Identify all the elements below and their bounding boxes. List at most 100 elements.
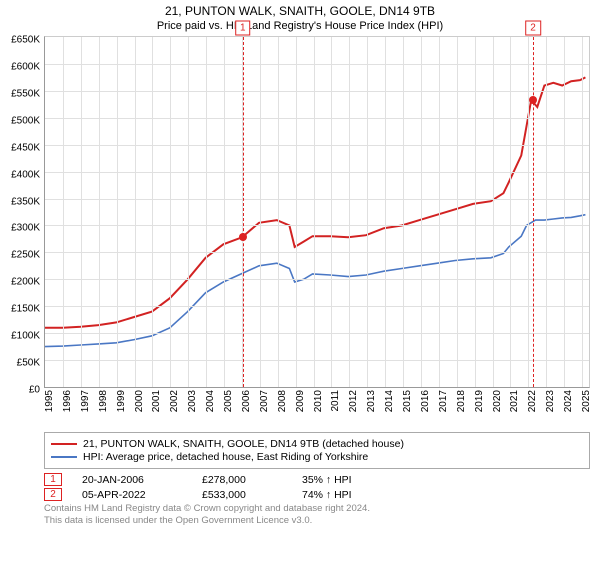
y-tick-label: £350K (11, 196, 40, 207)
x-tick-label: 2011 (330, 390, 341, 412)
gridline-vertical (546, 37, 547, 387)
x-tick-label: 1999 (116, 390, 127, 412)
gridline-vertical (564, 37, 565, 387)
gridline-vertical (421, 37, 422, 387)
marker-table-date: 20-JAN-2006 (82, 474, 182, 486)
x-tick-label: 2001 (151, 390, 162, 412)
x-tick-label: 2013 (366, 390, 377, 412)
x-tick-label: 1997 (80, 390, 91, 412)
gridline-vertical (260, 37, 261, 387)
gridline-vertical (206, 37, 207, 387)
marker-table-row: 205-APR-2022£533,00074% ↑ HPI (44, 488, 590, 501)
gridline-vertical (367, 37, 368, 387)
y-tick-label: £550K (11, 88, 40, 99)
y-tick-label: £600K (11, 61, 40, 72)
y-tick-label: £250K (11, 250, 40, 261)
x-tick-label: 2022 (527, 390, 538, 412)
gridline-horizontal (45, 279, 589, 280)
gridline-vertical (117, 37, 118, 387)
x-tick-label: 2005 (223, 390, 234, 412)
y-tick-label: £0 (29, 385, 40, 396)
marker-table-price: £533,000 (202, 489, 282, 501)
x-tick-label: 2012 (348, 390, 359, 412)
legend-label: HPI: Average price, detached house, East… (83, 451, 368, 463)
gridline-vertical (278, 37, 279, 387)
y-tick-label: £150K (11, 304, 40, 315)
x-tick-label: 2003 (187, 390, 198, 412)
y-tick-label: £500K (11, 115, 40, 126)
chart-lines-svg (45, 37, 589, 387)
gridline-vertical (331, 37, 332, 387)
gridline-horizontal (45, 118, 589, 119)
chart-container: 21, PUNTON WALK, SNAITH, GOOLE, DN14 9TB… (0, 4, 600, 564)
marker-table-pct: 35% ↑ HPI (302, 474, 392, 486)
x-tick-label: 2017 (438, 390, 449, 412)
marker-table-row: 120-JAN-2006£278,00035% ↑ HPI (44, 473, 590, 486)
legend-item: 21, PUNTON WALK, SNAITH, GOOLE, DN14 9TB… (51, 438, 583, 450)
y-tick-label: £450K (11, 142, 40, 153)
x-tick-label: 2014 (384, 390, 395, 412)
marker-table-pct: 74% ↑ HPI (302, 489, 392, 501)
gridline-horizontal (45, 252, 589, 253)
x-tick-label: 2009 (295, 390, 306, 412)
x-tick-label: 2016 (420, 390, 431, 412)
legend-label: 21, PUNTON WALK, SNAITH, GOOLE, DN14 9TB… (83, 438, 404, 450)
gridline-vertical (385, 37, 386, 387)
gridline-horizontal (45, 360, 589, 361)
x-tick-label: 1998 (98, 390, 109, 412)
y-tick-label: £300K (11, 223, 40, 234)
x-tick-label: 2023 (545, 390, 556, 412)
gridline-vertical (475, 37, 476, 387)
gridline-vertical (349, 37, 350, 387)
gridline-horizontal (45, 225, 589, 226)
gridline-vertical (135, 37, 136, 387)
legend-item: HPI: Average price, detached house, East… (51, 451, 583, 463)
x-tick-label: 2008 (277, 390, 288, 412)
x-tick-label: 2004 (205, 390, 216, 412)
x-tick-label: 2021 (509, 390, 520, 412)
marker-line (243, 37, 244, 387)
y-axis-ticks: £0£50K£100K£150K£200K£250K£300K£350K£400… (0, 40, 44, 390)
marker-table-badge: 1 (44, 473, 62, 486)
chart-legend: 21, PUNTON WALK, SNAITH, GOOLE, DN14 9TB… (44, 432, 590, 469)
gridline-vertical (224, 37, 225, 387)
marker-table: 120-JAN-2006£278,00035% ↑ HPI205-APR-202… (44, 473, 590, 501)
gridline-horizontal (45, 91, 589, 92)
y-tick-label: £200K (11, 277, 40, 288)
gridline-vertical (99, 37, 100, 387)
chart-footer: Contains HM Land Registry data © Crown c… (44, 503, 590, 528)
gridline-vertical (63, 37, 64, 387)
x-tick-label: 1995 (44, 390, 55, 412)
gridline-vertical (152, 37, 153, 387)
x-tick-label: 2020 (492, 390, 503, 412)
series-line-price_paid (45, 77, 585, 327)
gridline-horizontal (45, 306, 589, 307)
x-tick-label: 2025 (581, 390, 592, 412)
gridline-vertical (81, 37, 82, 387)
gridline-horizontal (45, 145, 589, 146)
x-tick-label: 1996 (62, 390, 73, 412)
gridline-vertical (314, 37, 315, 387)
marker-line (533, 37, 534, 387)
gridline-vertical (403, 37, 404, 387)
gridline-vertical (188, 37, 189, 387)
chart-subtitle: Price paid vs. HM Land Registry's House … (0, 20, 600, 32)
gridline-horizontal (45, 333, 589, 334)
x-tick-label: 2010 (313, 390, 324, 412)
gridline-vertical (528, 37, 529, 387)
x-tick-label: 2007 (259, 390, 270, 412)
gridline-horizontal (45, 172, 589, 173)
marker-badge: 2 (525, 21, 541, 36)
x-tick-label: 2015 (402, 390, 413, 412)
gridline-horizontal (45, 199, 589, 200)
marker-badge: 1 (235, 21, 251, 36)
gridline-vertical (510, 37, 511, 387)
legend-swatch (51, 443, 77, 445)
gridline-vertical (582, 37, 583, 387)
marker-table-badge: 2 (44, 488, 62, 501)
gridline-vertical (457, 37, 458, 387)
chart-title: 21, PUNTON WALK, SNAITH, GOOLE, DN14 9TB (0, 4, 600, 18)
x-tick-label: 2024 (563, 390, 574, 412)
x-tick-label: 2018 (456, 390, 467, 412)
x-tick-label: 2002 (169, 390, 180, 412)
